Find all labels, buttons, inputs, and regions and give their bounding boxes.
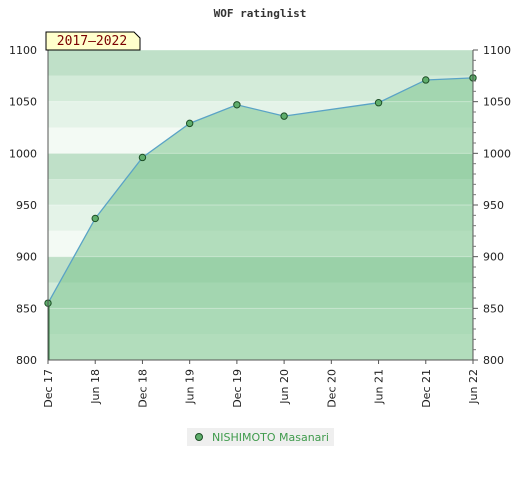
y-tick-label-right: 1000 [483,147,511,160]
period-badge-label: 2017–2022 [57,34,127,49]
data-point [280,112,288,120]
y-tick-label-left: 1100 [9,44,37,57]
y-tick-label-right: 800 [483,354,504,367]
x-tick-label: Dec 17 [42,369,55,408]
area-layer [48,77,473,361]
legend-marker-icon [195,433,203,441]
data-point [138,153,147,162]
legend: NISHIMOTO Masanari [187,428,334,446]
y-tick-label-left: 900 [16,251,37,264]
data-point [374,99,383,107]
data-point [185,119,194,128]
chart-title: WOF ratinglist [214,7,307,20]
x-tick-label: Jun 19 [184,369,197,405]
period-badge: 2017–2022 [45,31,141,51]
legend-series-name: NISHIMOTO Masanari [212,430,329,444]
y-tick-label-right: 1050 [483,96,511,109]
y-tick-label-left: 800 [16,354,37,367]
x-tick-label: Dec 18 [136,369,149,408]
y-axis-right-ticks: 800 850 900 950 1000 1050 1100 [473,44,511,367]
x-tick-label: Jun 21 [373,369,386,405]
y-tick-label-left: 1050 [9,96,37,109]
x-tick-label: Dec 20 [325,369,338,408]
data-point [233,101,241,109]
x-tick-label: Dec 19 [231,369,244,408]
y-tick-label-right: 950 [483,199,504,212]
x-tick-label: Jun 22 [467,369,480,405]
data-point [91,214,99,223]
data-markers [44,74,477,307]
y-axis-left-ticks: 800 850 900 950 1000 1050 1100 [9,44,37,367]
series-area [48,77,473,361]
x-tick-label: Jun 20 [278,369,291,405]
y-tick-label-right: 1100 [483,44,511,57]
x-tick-label: Jun 18 [89,369,102,405]
background-band [48,50,473,76]
y-tick-label-left: 1000 [9,147,37,160]
x-axis-ticks: Dec 17 Jun 18 Dec 18 Jun 19 Dec 19 Jun 20 Dec … [42,360,480,408]
data-point [422,76,430,84]
y-tick-label-left: 950 [16,199,37,212]
y-tick-label-right: 900 [483,251,504,264]
y-tick-label-left: 850 [16,302,37,315]
x-tick-label: Dec 21 [420,369,433,408]
y-tick-label-right: 850 [483,302,504,315]
